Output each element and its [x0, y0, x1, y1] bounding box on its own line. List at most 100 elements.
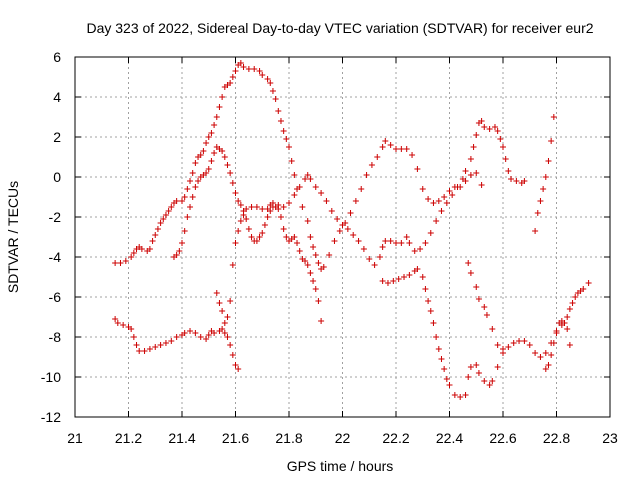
data-point: [304, 218, 311, 224]
x-tick-label: 23: [602, 430, 618, 446]
data-point: [491, 124, 498, 130]
data-point: [371, 262, 378, 268]
data-point: [467, 156, 474, 162]
data-point: [237, 60, 244, 66]
data-point: [310, 278, 317, 284]
data-point: [320, 264, 327, 270]
data-point: [368, 162, 375, 168]
data-point: [326, 252, 333, 258]
data-point: [438, 356, 445, 362]
data-point: [457, 394, 464, 400]
data-point: [235, 366, 242, 372]
data-point: [401, 274, 408, 280]
data-point: [537, 198, 544, 204]
data-point: [227, 298, 234, 304]
data-point: [221, 330, 228, 336]
data-point: [237, 218, 244, 224]
data-point: [457, 184, 464, 190]
data-point: [197, 334, 204, 340]
data-point: [117, 260, 124, 266]
data-point: [344, 226, 351, 232]
axis-ticks: 21 21.2 21.4 21.6 21.8 22 22.2 22.4 22.6 22.8 23 -1…: [41, 49, 618, 446]
data-point: [398, 240, 405, 246]
data-point: [184, 186, 191, 192]
data-point: [232, 240, 239, 246]
data-point: [184, 214, 191, 220]
data-point: [516, 338, 523, 344]
data-point: [419, 274, 426, 280]
data-point: [481, 304, 488, 310]
data-point: [181, 194, 188, 200]
data-point: [443, 376, 450, 382]
data-point: [430, 320, 437, 326]
data-point: [502, 156, 509, 162]
data-point: [248, 204, 255, 210]
data-point: [261, 222, 268, 228]
data-point: [379, 278, 386, 284]
data-point: [422, 240, 429, 246]
data-point: [219, 326, 226, 332]
data-point: [189, 194, 196, 200]
data-point: [566, 306, 573, 312]
data-point: [141, 348, 148, 354]
data-point: [534, 210, 541, 216]
data-point: [275, 202, 282, 208]
data-point: [497, 136, 504, 142]
data-point: [414, 266, 421, 272]
data-point: [409, 152, 416, 158]
data-point: [240, 64, 247, 70]
data-point: [318, 318, 325, 324]
data-point: [393, 240, 399, 246]
data-point: [360, 246, 367, 252]
data-point: [470, 144, 477, 150]
data-point: [162, 212, 169, 218]
data-point: [569, 300, 576, 306]
data-point: [545, 362, 552, 368]
data-point: [138, 246, 145, 252]
series-track-h: [532, 114, 557, 234]
data-point: [550, 114, 557, 120]
data-point: [181, 330, 188, 336]
data-point: [264, 206, 271, 212]
data-point: [532, 350, 539, 356]
data-point: [211, 150, 218, 156]
data-point: [286, 144, 292, 150]
data-point: [548, 138, 555, 144]
data-point: [219, 94, 226, 100]
data-point: [419, 186, 426, 192]
data-point: [443, 200, 450, 206]
x-tick-label: 21.4: [168, 430, 195, 446]
data-point: [347, 210, 354, 216]
data-point: [296, 248, 303, 254]
data-point: [160, 216, 167, 222]
data-point: [494, 364, 501, 370]
data-point: [336, 228, 343, 234]
data-point: [219, 148, 226, 154]
y-tick-label: -4: [49, 249, 62, 265]
data-point: [219, 308, 226, 314]
data-point: [483, 312, 490, 318]
data-point: [229, 74, 236, 80]
data-point: [542, 350, 549, 356]
data-point: [334, 216, 341, 222]
data-point: [179, 198, 185, 204]
data-point: [467, 364, 474, 370]
data-point: [229, 352, 236, 358]
data-point: [526, 342, 533, 348]
data-point: [128, 326, 135, 332]
data-point: [387, 238, 394, 244]
data-point: [283, 234, 290, 240]
data-point: [438, 208, 445, 214]
data-point: [264, 214, 271, 220]
data-point: [553, 328, 560, 334]
data-point: [315, 260, 322, 266]
data-point: [537, 354, 544, 360]
data-point: [545, 158, 552, 164]
data-point: [548, 352, 555, 358]
data-point: [566, 342, 573, 348]
data-point: [227, 170, 234, 176]
data-point: [294, 240, 301, 246]
data-point: [406, 240, 413, 246]
data-point: [259, 72, 266, 78]
data-point: [451, 184, 458, 190]
